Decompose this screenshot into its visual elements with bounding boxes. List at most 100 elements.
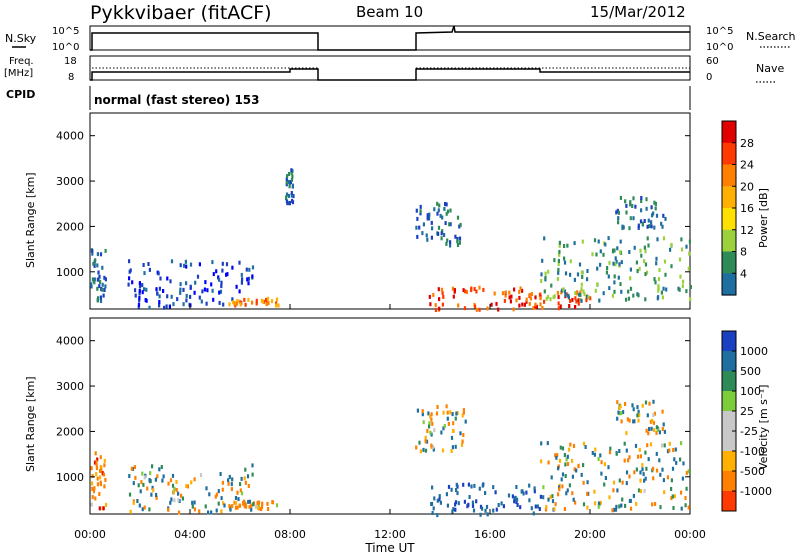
x-axis-ticks: 00:00 04:00 08:00 12:00 16:00 20:00 00:00 — [74, 304, 706, 541]
power-cell — [97, 296, 100, 301]
velocity-cell — [554, 453, 557, 458]
velocity-cell — [582, 441, 586, 446]
power-cell — [290, 168, 293, 173]
power-cell — [415, 208, 418, 213]
velocity-cell — [533, 486, 536, 491]
power-cell — [650, 224, 653, 229]
power-cell — [637, 293, 640, 298]
velocity-cell — [644, 400, 648, 405]
power-cell — [285, 192, 289, 197]
power-cell — [287, 179, 290, 184]
velocity-cell — [593, 489, 596, 494]
power-cell — [222, 302, 225, 307]
colorbar-label: 100 — [740, 385, 761, 398]
velocity-cell — [136, 499, 139, 503]
power-cell — [434, 308, 438, 312]
power-cell — [129, 268, 132, 273]
velocity-cell — [146, 486, 149, 491]
velocity-cell — [582, 502, 586, 507]
power-cell — [92, 261, 95, 266]
velocity-cell — [462, 433, 465, 437]
power-cell — [597, 239, 600, 244]
power-cell — [440, 231, 443, 236]
power-cell — [437, 225, 441, 230]
velocity-cell — [564, 462, 567, 467]
power-cell — [215, 269, 218, 274]
velocity-cell — [217, 501, 220, 506]
power-cell — [157, 271, 160, 276]
velocity-cell — [250, 503, 253, 508]
power-cell — [166, 294, 169, 299]
power-cell — [462, 288, 465, 293]
velocity-cell — [556, 453, 559, 458]
power-cell — [138, 291, 141, 296]
velocity-cell — [462, 410, 465, 415]
power-cell — [657, 284, 660, 289]
velocity-cell — [95, 472, 98, 477]
power-cell — [453, 288, 456, 293]
velocity-cell — [540, 441, 543, 446]
velocity-cell — [494, 490, 497, 495]
velocity-cell — [661, 427, 664, 431]
power-cell — [128, 259, 131, 264]
power-cell — [661, 295, 664, 300]
power-cell — [596, 266, 599, 271]
velocity-cell — [550, 475, 553, 480]
power-cell — [482, 287, 485, 292]
velocity-cell — [210, 510, 213, 515]
x-axis-title: Time UT — [364, 541, 415, 554]
velocity-cell — [670, 487, 673, 491]
velocity-cell — [457, 501, 460, 506]
velocity-cell — [240, 476, 243, 481]
power-cell — [143, 287, 146, 292]
velocity-cell — [132, 500, 135, 505]
velocity-cell — [649, 442, 653, 447]
velocity-cell — [561, 472, 565, 477]
power-cell — [523, 302, 526, 307]
velocity-cell — [553, 507, 556, 512]
power-cell — [547, 269, 550, 274]
power-cell — [501, 291, 504, 296]
power-cell — [645, 270, 649, 275]
velocity-cell — [104, 477, 107, 482]
power-cell — [96, 252, 99, 257]
velocity-cell — [629, 506, 633, 511]
velocity-cell — [247, 484, 250, 488]
power-cell — [645, 197, 648, 202]
velocity-cell — [214, 494, 217, 499]
power-cell — [465, 290, 468, 295]
power-cell — [196, 274, 200, 279]
power-cell — [541, 305, 544, 310]
power-cell — [441, 229, 444, 234]
velocity-cell — [230, 482, 233, 487]
power-cell — [620, 289, 623, 294]
velocity-cell — [440, 430, 443, 435]
power-cell — [625, 210, 628, 215]
power-cell — [179, 263, 182, 268]
power-cell — [605, 270, 608, 275]
velocity-cell — [528, 498, 531, 503]
velocity-cell — [137, 483, 140, 488]
power-cell — [613, 274, 616, 279]
power-cell — [240, 272, 243, 277]
x-tick-label: 12:00 — [374, 528, 406, 541]
power-colorbar-title: Power [dB] — [757, 188, 770, 248]
power-cell — [421, 231, 424, 236]
velocity-cell — [555, 455, 558, 460]
velocity-cell — [155, 495, 158, 500]
power-cell — [647, 243, 650, 248]
velocity-cell — [167, 481, 170, 486]
power-cell — [574, 296, 577, 301]
power-cell — [134, 288, 137, 293]
power-cell — [104, 277, 107, 282]
y-tick-label: 3000 — [56, 175, 84, 188]
power-cell — [617, 210, 620, 215]
power-cell — [553, 294, 556, 299]
velocity-cell — [671, 466, 675, 471]
power-cell — [646, 236, 649, 241]
power-cell — [475, 307, 478, 312]
velocity-cell — [646, 443, 649, 448]
velocity-cell — [516, 497, 519, 502]
power-cell — [589, 296, 592, 301]
velocity-cell — [614, 507, 618, 512]
